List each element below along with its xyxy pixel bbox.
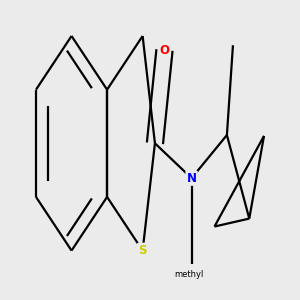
- Text: O: O: [160, 44, 170, 56]
- Text: S: S: [138, 244, 147, 257]
- Text: methyl: methyl: [174, 270, 203, 279]
- Text: N: N: [187, 172, 196, 185]
